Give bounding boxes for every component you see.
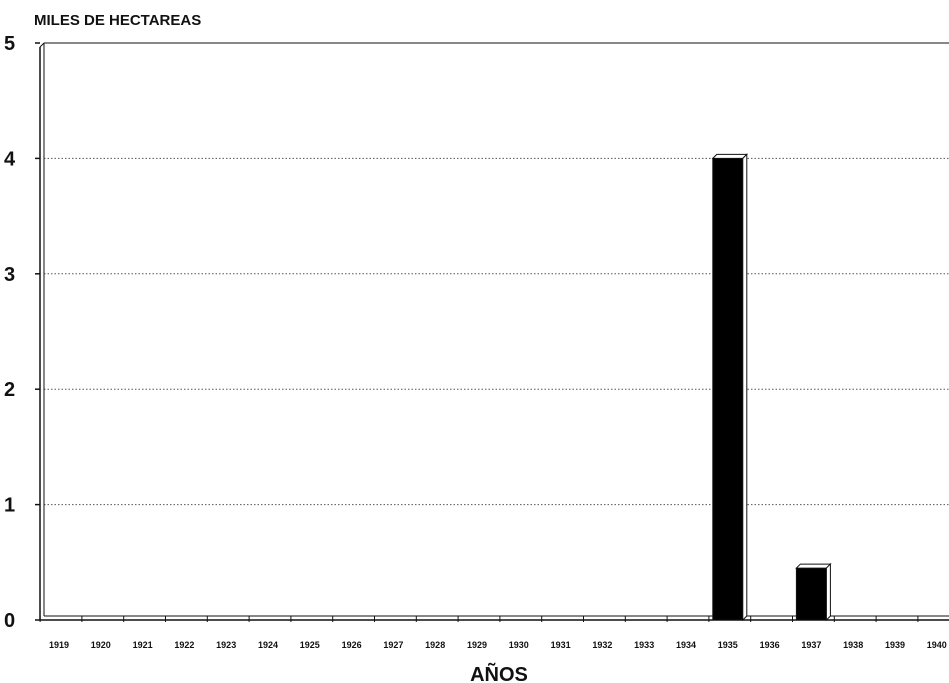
y-axis-top-cap: [39, 42, 45, 48]
x-axis-title: AÑOS: [470, 663, 528, 683]
bar: [795, 562, 832, 622]
bar-front: [712, 157, 744, 621]
bar-side: [742, 153, 748, 622]
x-tick-label: 1934: [676, 640, 696, 650]
y-tick-label: 1: [4, 495, 15, 517]
x-tick-label: 1927: [383, 640, 403, 650]
x-tick-label: 1938: [843, 640, 863, 650]
x-tick-label: 1925: [300, 640, 320, 650]
x-tick-label: 1921: [133, 640, 153, 650]
y-tick-label: 0: [4, 610, 15, 632]
x-tick-label: 1924: [258, 640, 278, 650]
x-tick-label: 1928: [425, 640, 445, 650]
x-tick-label: 1929: [467, 640, 487, 650]
bar: [711, 153, 749, 622]
grid-lines: [44, 157, 949, 506]
x-tick-label: 1920: [91, 640, 111, 650]
x-tick-label: 1937: [801, 640, 821, 650]
x-tick-label: 1933: [634, 640, 654, 650]
axes: [35, 42, 949, 622]
y-tick-label: 4: [4, 148, 16, 170]
x-tick-label: 1935: [718, 640, 738, 650]
x-tick-label: 1922: [174, 640, 194, 650]
bar-front: [795, 567, 827, 621]
y-axis-title: MILES DE HECTAREAS: [34, 12, 201, 29]
x-tick-label: 1931: [551, 640, 571, 650]
x-tick-label: 1939: [885, 640, 905, 650]
y-tick-label: 5: [4, 33, 15, 55]
x-tick-label: 1919: [49, 640, 69, 650]
y-tick-label: 2: [4, 379, 15, 401]
y-tick-labels: 0 1 2 3 4 5: [4, 33, 16, 632]
x-tick-label: 1936: [760, 640, 780, 650]
x-tick-label: 1932: [592, 640, 612, 650]
y-tick-label: 3: [4, 264, 15, 286]
x-tick-label: 1926: [342, 640, 362, 650]
bar-top: [795, 563, 832, 569]
x-tick-labels: 1919 1920 1921 1922 1923 1924 1925 1926 1927 1928…: [49, 640, 947, 650]
bars: [711, 153, 832, 622]
bar-side: [825, 562, 831, 622]
bar-top: [711, 153, 749, 159]
x-tick-label: 1930: [509, 640, 529, 650]
x-tick-label: 1940: [927, 640, 947, 650]
x-tick-label: 1923: [216, 640, 236, 650]
